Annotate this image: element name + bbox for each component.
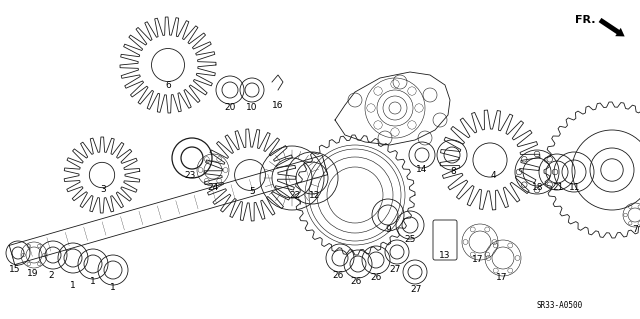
Text: 15: 15 [9, 265, 20, 275]
Text: 18: 18 [532, 183, 544, 192]
Text: 21: 21 [552, 183, 564, 192]
Text: 4: 4 [490, 170, 496, 180]
Text: 16: 16 [272, 100, 284, 109]
Text: SR33-A0500: SR33-A0500 [537, 300, 583, 309]
Text: 23: 23 [184, 170, 196, 180]
Text: 17: 17 [472, 256, 484, 264]
Text: 12: 12 [309, 190, 321, 199]
Text: 26: 26 [332, 271, 344, 279]
Text: 2: 2 [48, 271, 54, 279]
Text: FR.: FR. [575, 15, 595, 25]
Text: 1: 1 [90, 278, 96, 286]
Text: 9: 9 [385, 226, 391, 234]
Text: 24: 24 [207, 183, 219, 192]
Text: 1: 1 [110, 284, 116, 293]
Text: 20: 20 [224, 103, 236, 113]
Text: 3: 3 [100, 186, 106, 195]
Text: 25: 25 [404, 235, 416, 244]
Text: 27: 27 [410, 286, 422, 294]
Text: 27: 27 [389, 265, 401, 275]
Text: 14: 14 [416, 166, 428, 174]
Text: 19: 19 [28, 269, 39, 278]
Text: 11: 11 [569, 183, 580, 192]
Text: 8: 8 [450, 167, 456, 176]
Text: 22: 22 [289, 190, 301, 199]
Text: 13: 13 [439, 250, 451, 259]
Text: 26: 26 [350, 278, 362, 286]
Text: 7: 7 [632, 226, 638, 234]
Text: 17: 17 [496, 273, 508, 283]
Text: 26: 26 [371, 273, 381, 283]
FancyArrow shape [598, 18, 625, 36]
Text: 5: 5 [249, 188, 255, 197]
Text: 6: 6 [165, 80, 171, 90]
Text: 1: 1 [70, 280, 76, 290]
Text: 10: 10 [246, 103, 258, 113]
